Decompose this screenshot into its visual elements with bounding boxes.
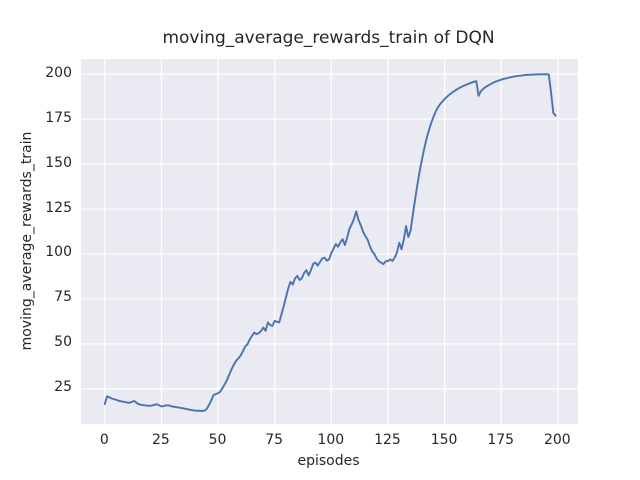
x-tick-label: 0	[99, 432, 109, 448]
y-tick-label: 100	[45, 244, 72, 261]
x-axis-label: episodes	[297, 453, 360, 469]
plot-area	[80, 58, 578, 424]
plot-background	[80, 58, 578, 424]
x-tick-label: 100	[317, 432, 345, 448]
y-tick-label: 175	[45, 109, 72, 126]
x-tick-label: 175	[487, 432, 515, 448]
x-tick-label: 125	[374, 432, 401, 448]
chart-title: moving_average_rewards_train of DQN	[162, 28, 495, 48]
y-tick-label: 150	[45, 154, 72, 171]
y-tick-label: 25	[54, 379, 72, 396]
x-tick-label: 75	[265, 432, 284, 448]
x-tick-label: 50	[208, 432, 227, 448]
y-tick-label: 75	[54, 289, 72, 306]
y-tick-label: 125	[45, 199, 72, 216]
dqn-reward-line	[103, 72, 557, 412]
gridlines	[80, 58, 578, 424]
y-tick-label: 200	[45, 64, 72, 81]
y-tick-label: 50	[54, 334, 72, 351]
x-tick-label: 150	[430, 432, 458, 448]
x-tick-label: 200	[543, 432, 571, 448]
x-tick-label: 25	[151, 432, 170, 448]
